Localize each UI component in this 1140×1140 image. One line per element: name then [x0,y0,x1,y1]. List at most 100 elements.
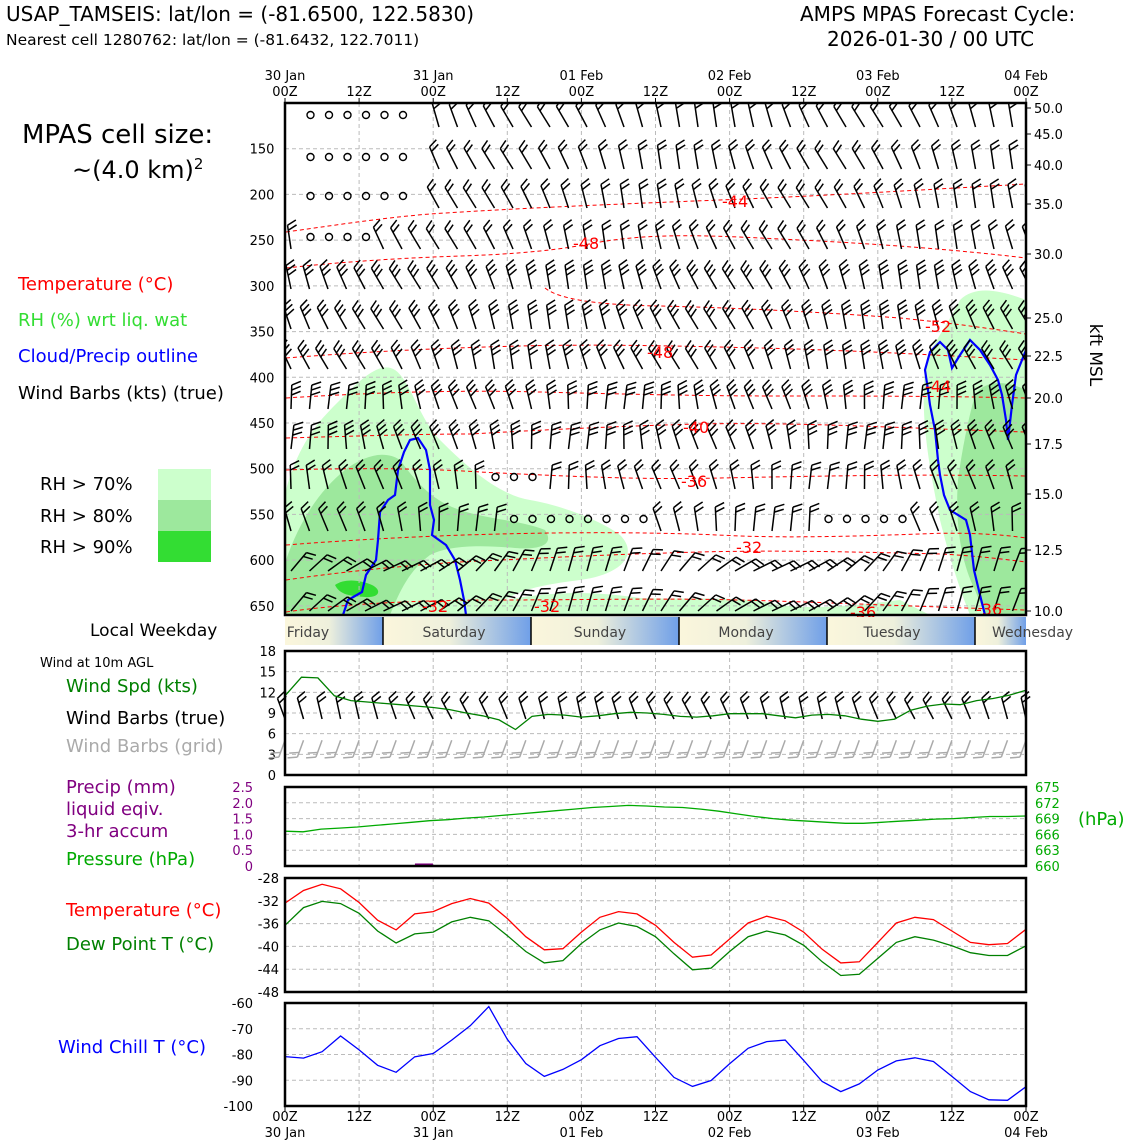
wind-barb [703,259,718,290]
wind-barb [734,598,765,612]
wind-barb [440,691,453,720]
wind-barb [318,501,329,532]
calm-circle [398,191,408,201]
wind-barb [392,419,405,450]
calm-circle [343,152,352,162]
wind-barb [637,139,648,170]
wind-barb [681,691,694,720]
wind-barb [546,739,564,759]
wind-barb [438,597,468,612]
wind-barb [989,178,1000,209]
wind-barb [577,139,588,170]
wind-barb [582,219,593,250]
wind-barb [549,461,562,490]
wind-barb [586,421,600,450]
wind-barb [877,339,889,370]
wind-barb [974,545,992,572]
bottom-x-hour-label: 00Z [1013,1110,1039,1125]
wind-barb [716,556,745,572]
station-title: USAP_TAMSEIS: lat/lon = (-81.6500, 122.5… [6,2,475,26]
wind-barb [484,379,497,410]
wind-barb [744,419,757,450]
wind-barb [970,219,981,250]
wind-chill-tick-label: -80 [232,1049,253,1064]
nearest-cell-info: Nearest cell 1280762: lat/lon = (-81.643… [6,31,420,49]
calm-circle [898,514,907,524]
wind-barb [739,690,750,720]
wind-barb [903,691,916,720]
kft-tick-label: 35.0 [1034,198,1063,213]
wind-barb [598,299,611,330]
weekday-label: Tuesday [863,625,921,641]
wind-barb [761,139,773,170]
wind-barb [660,550,684,572]
wind-barb [971,178,982,209]
wind-barb [478,691,490,720]
wind-barb [697,554,726,572]
wind-barb [414,379,426,410]
pressure-tick-label: 672 [1035,797,1060,812]
wind-barb [286,259,297,290]
wind-barb [882,421,896,450]
wind-barb [544,339,557,370]
wind-barb [336,259,349,290]
wind-barb [321,459,332,490]
wind-barb [845,461,858,490]
weekday-label: Saturday [422,625,485,641]
wind-barb [778,139,792,170]
wind-barb [290,591,317,612]
kft-tick-label: 25.0 [1034,312,1063,327]
wind-spd-label: Wind Spd (kts) [66,676,198,697]
wind-barb [945,339,958,370]
contour-32-c [286,598,1026,613]
wind-barb [512,589,535,612]
wind-barb [465,259,478,290]
wind-barb [376,501,387,532]
wind-barb [308,554,337,572]
wind-barb [987,219,998,250]
wind-barb [1002,259,1014,290]
wind-barb [509,739,527,759]
hpa-tick-label: 200 [250,188,275,203]
wind-barb [937,381,950,410]
top-x-date-label: 03 Feb [856,69,900,84]
wind-speed-panel: 0 3 6 9 12 15 18 [259,645,1031,784]
wind-barb [900,420,913,450]
panel-frame [283,876,1028,994]
top-x-date-label: 04 Feb [1004,69,1048,84]
wind-barb [743,379,756,410]
temp-tick-label: -28 [258,872,279,887]
wind-chill-tick-label: -70 [232,1023,253,1038]
wind-barb [832,140,847,170]
wind-y-tick-label: 15 [259,666,276,681]
wind-10m-label: Wind at 10m AGL [40,656,154,671]
wind-barb [633,459,644,490]
wind-barb [723,339,736,370]
wind-barb [388,690,399,720]
wind-barb [821,299,833,330]
contour-label-36: -36 [681,472,707,491]
wind-barb [407,260,422,290]
wind-barb [827,597,857,612]
wind-barb [968,259,980,290]
wind-barb [546,379,557,410]
wind-barb [396,501,408,532]
wind-barb [635,259,647,290]
wind-barb [801,299,813,330]
rh80-region-left [286,454,549,615]
wind-barb [705,219,718,250]
wind-barb [355,501,366,532]
wind-barb [882,590,907,612]
wind-barb [549,546,568,572]
wind-barb [334,299,348,330]
wind-barb [759,690,770,720]
wind-barb [713,739,731,759]
wind-barb [412,459,423,490]
wind-barb [319,259,331,290]
wind-barb [564,259,576,290]
wind-barb [861,739,879,759]
wind-barb [457,595,486,612]
top-x-hour-label: 12Z [643,85,669,100]
wind-barb [972,379,984,410]
panel-frame [283,785,1028,868]
